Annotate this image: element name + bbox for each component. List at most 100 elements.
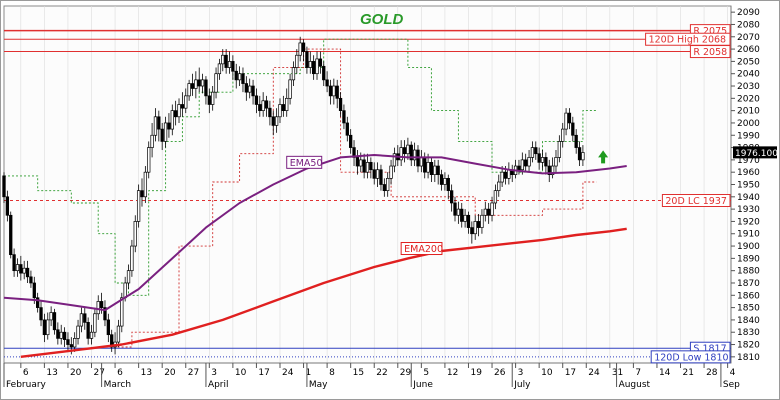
- candle-body: [19, 264, 23, 274]
- candle-body: [342, 110, 346, 124]
- candle-body: [426, 161, 430, 173]
- candle-body: [15, 264, 20, 272]
- x-tick-label: 26: [494, 368, 506, 378]
- level-label-box: [689, 45, 731, 59]
- candle-body: [29, 276, 33, 284]
- x-tick-label: 21: [683, 368, 694, 378]
- candle-body: [476, 221, 481, 228]
- candle-body: [449, 190, 454, 204]
- candle-body: [554, 157, 558, 167]
- candle: [83, 307, 87, 330]
- candle-body: [143, 171, 148, 198]
- candle-body: [248, 85, 252, 93]
- candle: [338, 92, 343, 117]
- candle-body: [160, 128, 164, 142]
- level-label: R 2075: [693, 26, 727, 37]
- candle: [12, 248, 16, 277]
- y-tick-label: 1840: [737, 316, 760, 326]
- candle-body: [133, 221, 137, 247]
- y-tick-label: 2070: [737, 33, 760, 43]
- candle-body: [544, 157, 548, 167]
- candle-body: [49, 312, 53, 321]
- candle: [62, 327, 67, 347]
- candle: [402, 140, 407, 163]
- candle: [46, 312, 50, 340]
- x-tick-label: 20: [164, 368, 176, 378]
- candle-body: [221, 54, 225, 65]
- candle-body: [36, 297, 40, 308]
- candle: [167, 113, 171, 138]
- x-tick-label: 17: [258, 368, 269, 378]
- candle: [248, 78, 252, 99]
- candle: [436, 159, 440, 185]
- x-tick-label: 6: [117, 368, 123, 378]
- candle: [231, 55, 235, 80]
- candle-body: [194, 79, 198, 89]
- level-label-box: [650, 350, 731, 364]
- candle-body: [500, 171, 504, 183]
- candle-body: [237, 73, 242, 81]
- series-label: EMA200: [404, 244, 443, 255]
- candle: [524, 153, 528, 173]
- y-tick-label: 1940: [737, 193, 760, 203]
- candle-body: [136, 190, 141, 222]
- candle: [332, 78, 336, 105]
- candle: [581, 145, 585, 167]
- candle: [66, 332, 70, 351]
- candle: [392, 147, 397, 173]
- month-label: August: [619, 380, 651, 390]
- candle: [19, 255, 23, 281]
- candle: [409, 141, 413, 167]
- candle-body: [433, 165, 437, 176]
- candle: [460, 202, 464, 228]
- candle-body: [372, 169, 376, 179]
- y-tick-label: 2010: [737, 107, 760, 117]
- candle: [227, 51, 232, 74]
- candle: [493, 184, 498, 210]
- candle: [110, 329, 114, 352]
- candle: [308, 51, 312, 74]
- candle: [574, 129, 578, 154]
- candle-body: [96, 301, 100, 315]
- candle: [214, 67, 218, 99]
- candle-body: [453, 202, 457, 216]
- y-tick-label: 2080: [737, 20, 760, 30]
- candle-body: [557, 141, 561, 158]
- candle-body: [520, 159, 524, 171]
- candle: [473, 215, 477, 240]
- candle: [291, 61, 296, 87]
- candle-body: [389, 165, 393, 179]
- candle-body: [69, 344, 73, 348]
- candle-body: [322, 65, 326, 81]
- candle: [29, 270, 33, 288]
- candle: [140, 178, 144, 207]
- x-tick-label: 10: [235, 368, 247, 378]
- candle: [406, 137, 410, 160]
- candle: [527, 150, 531, 173]
- trailing-stops: [4, 38, 597, 348]
- x-tick-label: 5: [423, 368, 429, 378]
- candle: [301, 39, 306, 62]
- month-label: Sep: [723, 380, 740, 390]
- candle: [490, 196, 494, 222]
- candle: [143, 166, 148, 203]
- candle: [554, 150, 558, 173]
- candle: [36, 292, 40, 313]
- candle: [540, 150, 545, 170]
- candle-body: [355, 157, 360, 167]
- candle-body: [463, 214, 467, 222]
- candle-body: [9, 214, 13, 256]
- candle-body: [375, 169, 380, 179]
- x-tick-label: 27: [94, 368, 105, 378]
- candle-body: [315, 58, 319, 75]
- candle: [342, 104, 346, 130]
- candle-body: [571, 122, 575, 136]
- x-tick-label: 1: [306, 368, 312, 378]
- candle: [217, 58, 222, 80]
- y-tick-label: 1990: [737, 131, 760, 141]
- x-tick-label: 3: [518, 368, 524, 378]
- chart-title: GOLD: [360, 11, 403, 28]
- candle-body: [285, 97, 289, 111]
